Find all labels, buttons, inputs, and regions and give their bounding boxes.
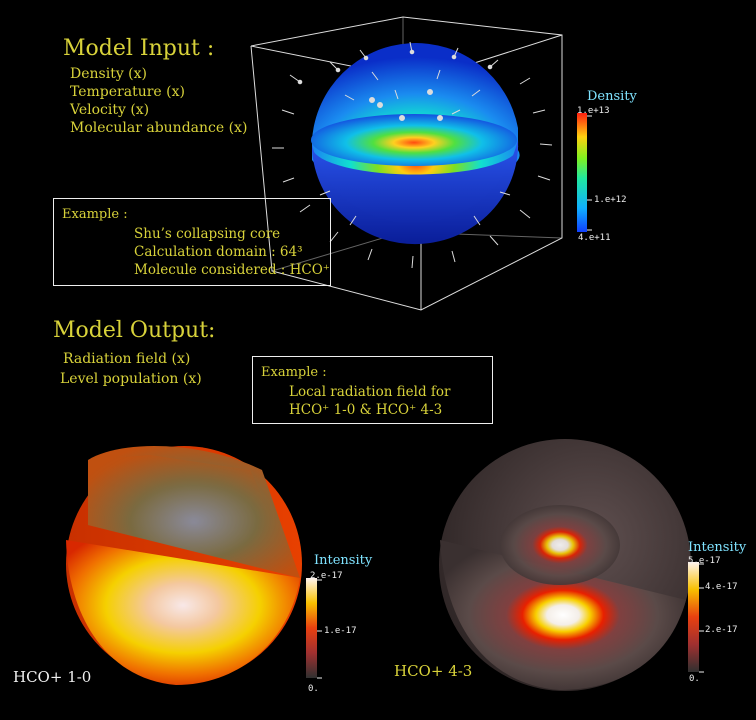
input-item-density: Density (x) bbox=[70, 66, 147, 82]
sphere-hco-4-3 bbox=[439, 439, 691, 691]
model-output-heading: Model Output: bbox=[53, 318, 216, 343]
model-input-heading: Model Input : bbox=[63, 36, 215, 61]
intensity-colorbar-left-title: Intensity bbox=[314, 553, 373, 568]
intensity-colorbar-right-title: Intensity bbox=[688, 540, 747, 555]
input-example-label: Example : bbox=[62, 207, 128, 222]
input-item-velocity: Velocity (x) bbox=[70, 102, 150, 118]
right-tick-upper: 4.e-17 bbox=[705, 582, 738, 592]
velocity-arrows bbox=[272, 41, 553, 269]
output-example-box: Example : Local radiation field for HCO⁺… bbox=[252, 356, 493, 424]
left-tick-mid: 1.e-17 bbox=[324, 626, 357, 636]
density-sphere bbox=[311, 43, 520, 245]
output-example-line-2: HCO⁺ 1-0 & HCO⁺ 4-3 bbox=[289, 402, 443, 418]
caption-hco-4-3: HCO+ 4-3 bbox=[394, 662, 473, 680]
density-colorbar-title: Density bbox=[587, 89, 637, 104]
right-tick-lower: 2.e-17 bbox=[705, 625, 738, 635]
input-example-line-1: Shu’s collapsing core bbox=[134, 226, 281, 242]
density-tick-max: 1.e+13 bbox=[577, 106, 610, 116]
density-tick-mid: 1.e+12 bbox=[594, 195, 627, 205]
input-example-line-2: Calculation domain : 64³ bbox=[134, 244, 303, 260]
sphere-hco-1-0 bbox=[66, 446, 302, 685]
output-item-radiation: Radiation field (x) bbox=[63, 351, 191, 367]
left-tick-max: 2.e-17 bbox=[310, 571, 343, 581]
density-colorbar bbox=[577, 113, 587, 232]
input-example-line-3: Molecule considered : HCO⁺ bbox=[134, 262, 330, 278]
output-example-label: Example : bbox=[261, 365, 327, 380]
output-example-line-1: Local radiation field for bbox=[289, 384, 451, 400]
right-tick-max: 5.e-17 bbox=[688, 556, 721, 566]
density-tick-min: 4.e+11 bbox=[578, 233, 611, 243]
input-item-abundance: Molecular abundance (x) bbox=[70, 120, 248, 136]
left-tick-min: 0. bbox=[308, 684, 319, 694]
input-item-temperature: Temperature (x) bbox=[70, 84, 185, 100]
right-tick-min: 0. bbox=[689, 674, 700, 684]
intensity-colorbar-right bbox=[688, 562, 699, 672]
intensity-colorbar-left bbox=[306, 578, 317, 678]
caption-hco-1-0: HCO+ 1-0 bbox=[13, 668, 92, 686]
output-item-level: Level population (x) bbox=[60, 371, 202, 387]
input-example-box: Example : Shu’s collapsing core Calculat… bbox=[53, 198, 331, 286]
